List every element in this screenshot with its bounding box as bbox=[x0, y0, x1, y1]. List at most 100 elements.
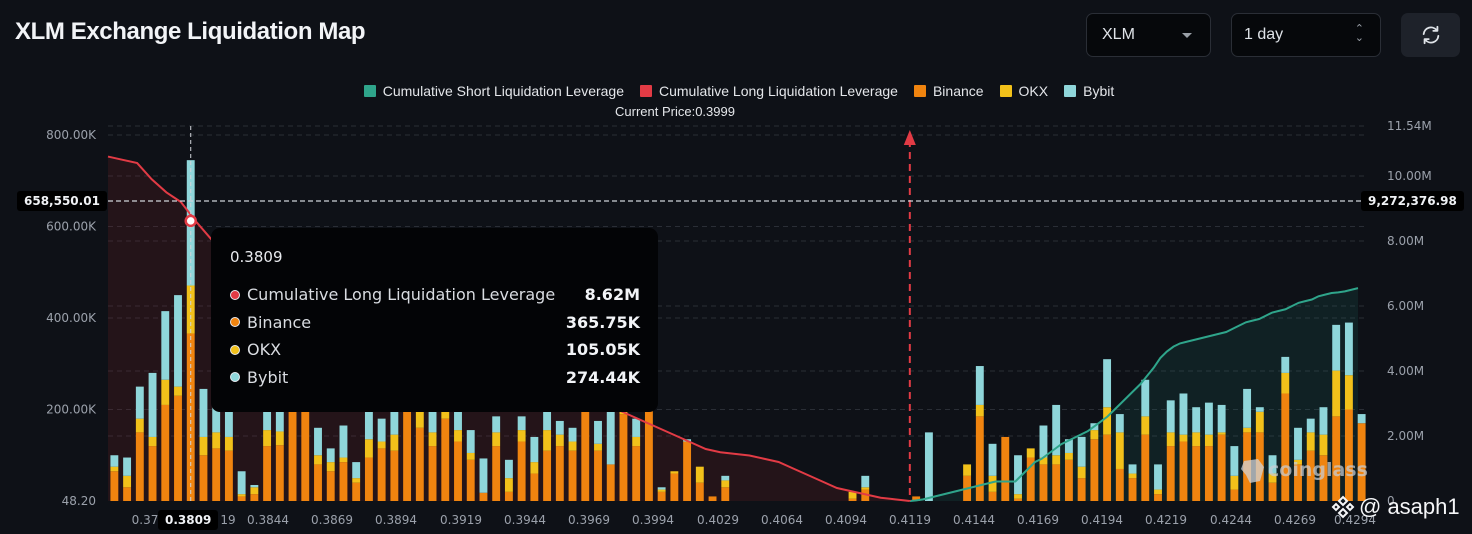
legend-item-long[interactable]: Cumulative Long Liquidation Leverage bbox=[640, 83, 898, 99]
bar-binance bbox=[263, 446, 272, 501]
bar-binance bbox=[314, 464, 322, 501]
bar-stack bbox=[148, 372, 157, 501]
bar-bybit bbox=[1077, 436, 1086, 467]
bar-binance bbox=[1217, 434, 1226, 501]
legend-item-binance[interactable]: Binance bbox=[913, 83, 984, 99]
binance-logo-icon bbox=[1331, 495, 1355, 519]
bar-okx bbox=[517, 430, 526, 442]
bar-okx bbox=[721, 480, 730, 488]
bar-okx bbox=[1026, 448, 1035, 458]
x-tick-label: 0.3944 bbox=[504, 513, 546, 527]
bar-stack bbox=[1281, 356, 1290, 501]
bar-okx bbox=[326, 462, 335, 472]
bar-stack bbox=[963, 464, 972, 501]
bar-stack bbox=[1103, 359, 1112, 501]
bar-binance bbox=[1294, 464, 1302, 501]
bar-bybit bbox=[1306, 418, 1315, 433]
bar-okx bbox=[1014, 494, 1022, 499]
legend-label: Cumulative Short Liquidation Leverage bbox=[382, 83, 624, 99]
bar-stack bbox=[492, 416, 501, 501]
period-select[interactable]: 1 day ⌃ ⌄ bbox=[1231, 13, 1381, 57]
bar-binance bbox=[504, 491, 513, 501]
bar-okx bbox=[543, 430, 552, 451]
bar-bybit bbox=[428, 404, 437, 433]
bar-binance bbox=[250, 494, 259, 501]
bar-binance bbox=[848, 498, 857, 501]
bar-stack bbox=[619, 402, 628, 501]
x-tick-label: 0.3919 bbox=[440, 513, 482, 527]
refresh-button[interactable] bbox=[1401, 13, 1460, 57]
legend-item-short[interactable]: Cumulative Short Liquidation Leverage bbox=[363, 83, 624, 99]
bar-stack bbox=[975, 366, 984, 501]
bar-binance bbox=[1077, 478, 1086, 501]
bar-bybit bbox=[988, 443, 997, 476]
bar-binance bbox=[237, 496, 246, 501]
bar-stack bbox=[314, 427, 322, 501]
bar-bybit bbox=[606, 409, 615, 465]
bar-bybit bbox=[1115, 414, 1124, 433]
bar-binance bbox=[695, 482, 704, 501]
bar-bybit bbox=[1103, 359, 1112, 408]
bar-stack bbox=[352, 462, 361, 501]
bar-binance bbox=[657, 491, 666, 501]
x-tick-label: 0.3894 bbox=[375, 513, 417, 527]
bar-binance bbox=[1154, 494, 1162, 501]
bar-binance bbox=[1090, 439, 1099, 501]
bar-okx bbox=[428, 432, 437, 447]
bar-bybit bbox=[110, 455, 119, 467]
legend-item-okx[interactable]: OKX bbox=[999, 83, 1048, 99]
legend-item-bybit[interactable]: Bybit bbox=[1064, 83, 1114, 99]
bar-binance bbox=[1128, 478, 1137, 501]
bar-stack bbox=[1154, 464, 1162, 501]
bar-okx bbox=[1039, 457, 1048, 465]
bar-okx bbox=[1115, 432, 1124, 469]
bar-stack bbox=[339, 425, 348, 501]
bar-bybit bbox=[1166, 400, 1175, 433]
bar-bybit bbox=[492, 416, 501, 433]
bar-bybit bbox=[861, 475, 870, 488]
tooltip-row-binance: Binance 365.75K bbox=[230, 309, 640, 337]
bar-stack bbox=[1166, 400, 1175, 501]
crosshair-right-value: 9,272,376.98 bbox=[1361, 191, 1464, 211]
bar-stack bbox=[1217, 404, 1226, 501]
bar-stack bbox=[543, 411, 552, 501]
x-tick-label: 0.3869 bbox=[311, 513, 353, 527]
bar-bybit bbox=[352, 462, 361, 479]
x-tick-label: 0.4029 bbox=[697, 513, 739, 527]
bar-stack bbox=[861, 475, 870, 501]
dot-icon bbox=[230, 289, 240, 300]
bar-binance bbox=[1204, 446, 1213, 501]
tooltip-value: 365.75K bbox=[565, 312, 640, 332]
bar-bybit bbox=[314, 427, 322, 456]
bar-okx bbox=[199, 436, 208, 456]
bar-okx bbox=[568, 441, 577, 451]
bar-binance bbox=[1230, 489, 1239, 501]
bar-binance bbox=[632, 446, 641, 501]
bar-bybit bbox=[555, 420, 564, 435]
refresh-icon bbox=[1422, 25, 1439, 45]
crosshair-left-value: 658,550.01 bbox=[17, 191, 107, 211]
coinglass-brand-text: coinglass bbox=[1268, 459, 1368, 481]
bar-binance bbox=[619, 414, 628, 501]
bar-stack bbox=[1294, 427, 1302, 501]
bar-okx bbox=[1217, 432, 1226, 435]
crosshair-x-value: 0.3809 bbox=[158, 510, 219, 530]
y-axis-left: 48.20 200.00K 400.00K 600.00K 800.00K bbox=[46, 128, 97, 508]
bar-stack bbox=[1064, 439, 1073, 501]
bar-okx bbox=[466, 452, 475, 460]
bar-okx bbox=[1268, 473, 1277, 483]
bar-binance bbox=[123, 487, 132, 501]
bar-okx bbox=[1243, 427, 1252, 433]
bar-stack bbox=[275, 404, 284, 501]
bar-binance bbox=[1014, 498, 1022, 501]
coin-select[interactable]: XLM bbox=[1086, 13, 1211, 57]
bar-binance bbox=[1115, 468, 1124, 501]
bar-stack bbox=[123, 457, 132, 501]
bar-okx bbox=[594, 443, 602, 451]
bar-okx bbox=[212, 432, 221, 449]
bar-bybit bbox=[1243, 388, 1252, 428]
bar-okx bbox=[148, 436, 157, 447]
bar-stack bbox=[263, 409, 272, 501]
bar-bybit bbox=[364, 407, 373, 440]
bar-stack bbox=[1014, 455, 1022, 501]
